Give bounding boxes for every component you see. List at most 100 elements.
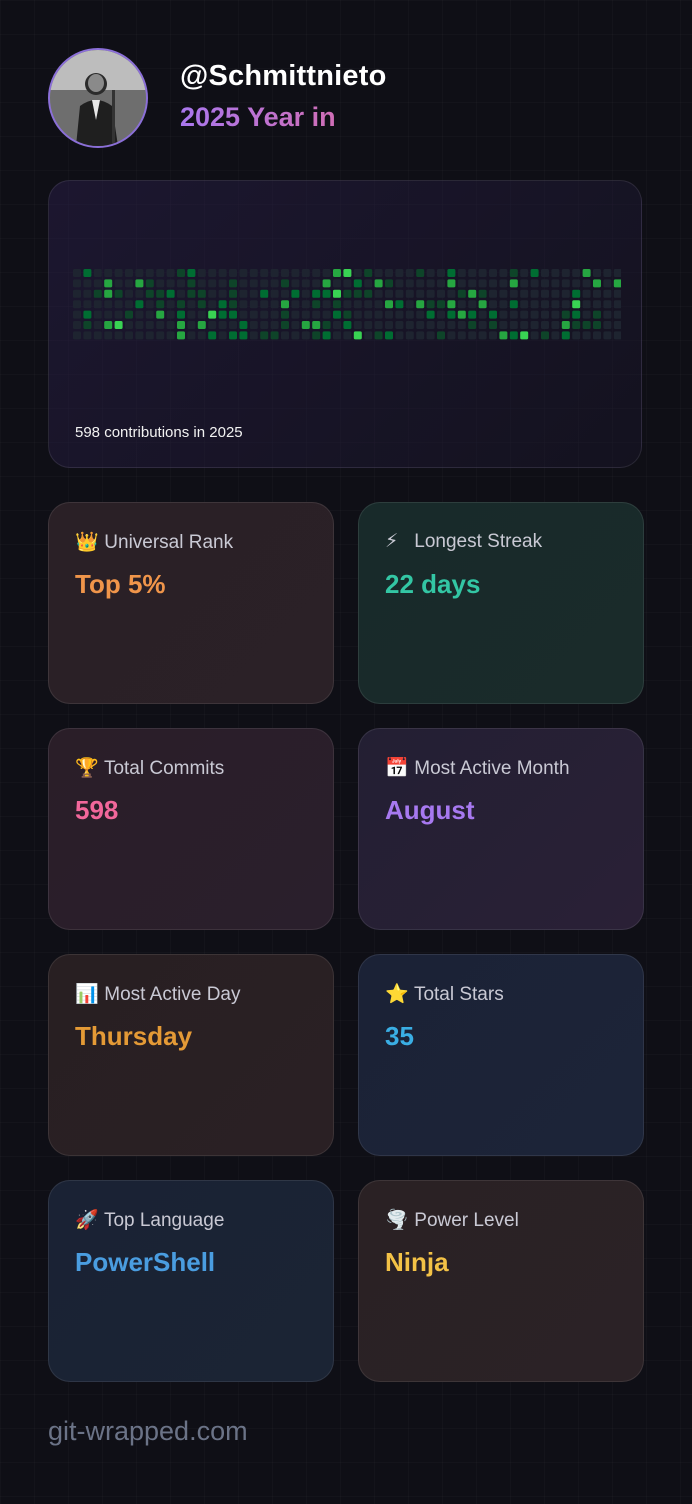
heatmap-cell — [291, 321, 300, 329]
heatmap-cell — [582, 310, 591, 319]
heatmap-cell — [582, 300, 591, 309]
heatmap-cell — [322, 289, 331, 298]
heatmap-cell — [374, 289, 383, 298]
heatmap-cell — [353, 331, 362, 340]
heatmap-cell — [572, 310, 581, 319]
heatmap-cell — [457, 310, 466, 319]
footer-site-link[interactable]: git-wrapped.com — [48, 1416, 248, 1446]
trophy-icon: 🏆 — [75, 758, 99, 779]
universal-rank-value: Top 5% — [75, 569, 166, 599]
heatmap-cell — [457, 331, 466, 340]
heatmap-cell — [83, 331, 92, 340]
heatmap-cell — [426, 310, 435, 319]
heatmap-cell — [395, 310, 404, 319]
heatmap-cell — [468, 279, 477, 288]
heatmap-cell — [603, 289, 612, 298]
most-active-day-label: Most Active Day — [104, 984, 241, 1005]
heatmap-cell — [499, 321, 508, 329]
heatmap-cell — [478, 289, 487, 298]
heatmap-cell — [499, 310, 508, 319]
heatmap-cell — [572, 269, 581, 277]
heatmap-cell — [353, 300, 362, 309]
heatmap-cell — [499, 300, 508, 309]
heatmap-cell — [489, 269, 497, 277]
contribution-heatmap — [73, 269, 621, 340]
username: @Schmittnieto — [180, 60, 387, 92]
heatmap-cell — [208, 300, 217, 309]
heatmap-cell — [145, 331, 154, 340]
heatmap-cell — [281, 300, 289, 309]
heatmap-cell — [395, 321, 404, 329]
heatmap-cell — [135, 310, 144, 319]
heatmap-cell — [343, 310, 352, 319]
heatmap-cell — [437, 321, 445, 329]
heatmap-cell — [249, 331, 258, 340]
heatmap-cell — [489, 289, 497, 298]
heatmap-cell — [177, 321, 185, 329]
heatmap-cell — [145, 300, 154, 309]
contribution-heatmap-card: 598 contributions in 2025 — [48, 180, 642, 468]
heatmap-cell — [405, 279, 414, 288]
top-language-value: PowerShell — [75, 1247, 216, 1277]
heatmap-cell — [93, 269, 102, 277]
heatmap-cell — [478, 310, 487, 319]
heatmap-cell — [104, 321, 113, 329]
heatmap-cell — [197, 269, 206, 277]
heatmap-cell — [385, 289, 393, 298]
heatmap-cell — [551, 331, 560, 340]
heatmap-cell — [187, 321, 196, 329]
heatmap-cell — [478, 300, 487, 309]
heatmap-cell — [83, 321, 92, 329]
heatmap-cell — [374, 321, 383, 329]
heatmap-cell — [416, 321, 425, 329]
heatmap-cell — [145, 279, 154, 288]
heatmap-cell — [73, 310, 81, 319]
heatmap-cell — [343, 331, 352, 340]
heatmap-cell — [613, 279, 621, 288]
heatmap-cell — [593, 321, 601, 329]
heatmap-cell — [104, 269, 113, 277]
heatmap-cell — [509, 331, 518, 340]
heatmap-cell — [145, 310, 154, 319]
heatmap-cell — [353, 269, 362, 277]
heatmap-cell — [166, 279, 175, 288]
heatmap-cell — [437, 300, 445, 309]
heatmap-cell — [218, 300, 227, 309]
heatmap-cell — [343, 279, 352, 288]
total-commits-card: 🏆 Total Commits 598 — [48, 728, 334, 930]
heatmap-cell — [395, 300, 404, 309]
heatmap-cell — [509, 269, 518, 277]
heatmap-cell — [437, 331, 445, 340]
heatmap-cell — [613, 300, 621, 309]
heatmap-cell — [374, 331, 383, 340]
heatmap-cell — [249, 279, 258, 288]
heatmap-cell — [73, 289, 81, 298]
heatmap-cell — [509, 289, 518, 298]
heatmap-cell — [93, 279, 102, 288]
heatmap-cell — [499, 289, 508, 298]
heatmap-cell — [177, 331, 185, 340]
heatmap-cell — [468, 310, 477, 319]
heatmap-cell — [582, 321, 591, 329]
heatmap-cell — [249, 269, 258, 277]
heatmap-cell — [249, 289, 258, 298]
heatmap-cell — [603, 321, 612, 329]
heatmap-cell — [530, 331, 539, 340]
heatmap-cell — [509, 321, 518, 329]
heatmap-cell — [197, 279, 206, 288]
heatmap-cell — [270, 269, 279, 277]
heatmap-cell — [114, 269, 123, 277]
heatmap-cell — [520, 310, 529, 319]
heatmap-cell — [572, 279, 581, 288]
heatmap-cell — [260, 321, 269, 329]
heatmap-cell — [457, 269, 466, 277]
heatmap-cell — [208, 269, 217, 277]
heatmap-cell — [489, 300, 497, 309]
heatmap-cell — [385, 269, 393, 277]
heatmap-cell — [468, 269, 477, 277]
heatmap-cell — [395, 289, 404, 298]
heatmap-cell — [135, 300, 144, 309]
heatmap-cell — [343, 289, 352, 298]
heatmap-cell — [218, 289, 227, 298]
heatmap-cell — [312, 331, 321, 340]
